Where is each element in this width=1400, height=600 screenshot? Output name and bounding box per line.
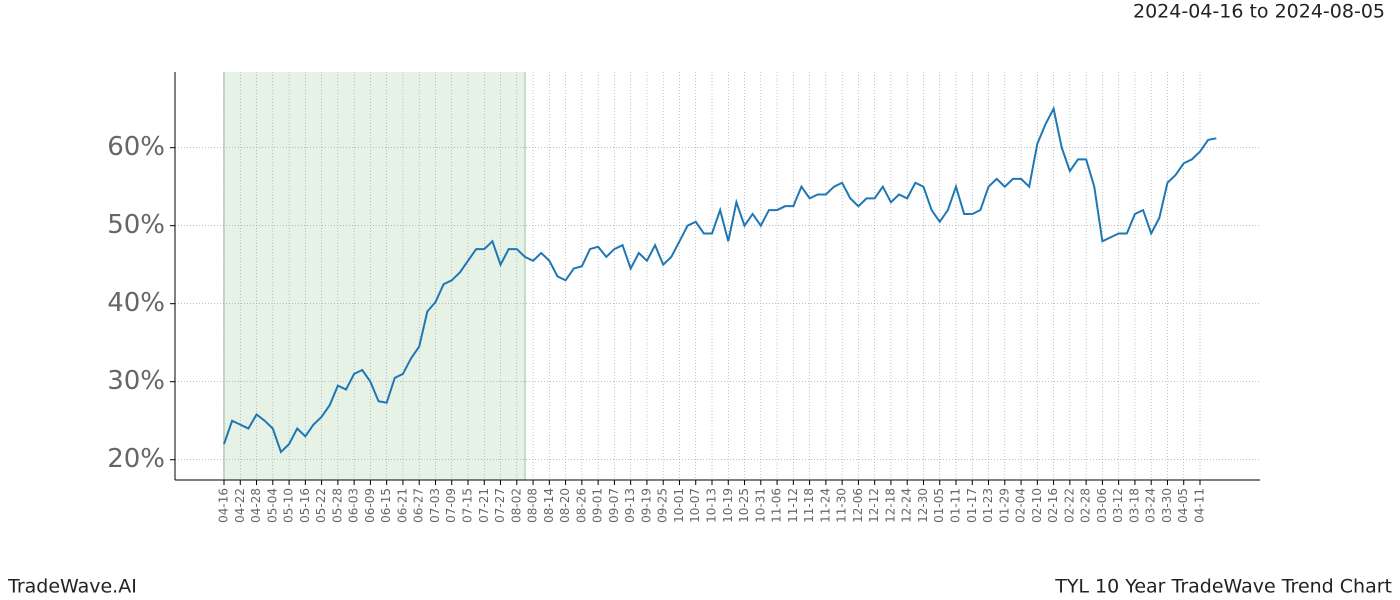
x-tick-label: 01-05 (932, 488, 946, 523)
x-tick-label: 06-21 (395, 488, 409, 523)
x-tick-label: 10-13 (705, 488, 719, 523)
x-tick-label: 01-29 (997, 488, 1011, 523)
x-tick-label: 06-15 (379, 488, 393, 523)
x-tick-label: 01-17 (965, 488, 979, 523)
brand: TradeWave.AI (7, 576, 137, 598)
x-tick-label: 09-25 (656, 488, 670, 523)
x-tick-label: 10-31 (753, 488, 767, 523)
x-tick-label: 09-07 (607, 488, 621, 523)
x-tick-label: 03-18 (1127, 488, 1141, 523)
x-tick-label: 02-16 (1046, 488, 1060, 523)
x-tick-label: 12-30 (916, 488, 930, 523)
x-tick-label: 04-22 (233, 488, 247, 523)
x-tick-label: 10-01 (672, 488, 686, 523)
x-tick-label: 04-16 (217, 488, 231, 523)
x-tick-label: 08-02 (509, 488, 523, 523)
x-tick-label: 11-06 (770, 488, 784, 523)
x-tick-label: 04-28 (249, 488, 263, 523)
trend-line (223, 105, 1217, 454)
x-tick-label: 10-19 (721, 488, 735, 523)
x-tick-label: 03-12 (1111, 488, 1125, 523)
x-tick-label: 08-14 (542, 488, 556, 523)
x-tick-label: 10-07 (688, 488, 702, 523)
date-range: 2024-04-16 to 2024-08-05 (1133, 1, 1385, 23)
y-tick-label: 40% (107, 288, 165, 318)
x-tick-label: 03-24 (1144, 488, 1158, 523)
x-tick-label: 02-28 (1079, 488, 1093, 523)
x-tick-label: 09-19 (639, 488, 653, 523)
x-tick-label: 07-15 (461, 488, 475, 523)
x-tick-label: 11-12 (786, 488, 800, 523)
x-tick-label: 06-09 (363, 488, 377, 523)
y-tick-label: 20% (107, 444, 165, 474)
x-tick-label: 09-13 (623, 488, 637, 523)
x-tick-label: 05-22 (314, 488, 328, 523)
x-tick-label: 12-18 (883, 488, 897, 523)
x-tick-label: 07-09 (444, 488, 458, 523)
x-tick-label: 11-18 (802, 488, 816, 523)
x-tick-label: 10-25 (737, 488, 751, 523)
x-tick-label: 05-28 (330, 488, 344, 523)
x-tick-label: 03-06 (1095, 488, 1109, 523)
x-tick-label: 07-03 (428, 488, 442, 523)
x-tick-label: 09-01 (591, 488, 605, 523)
x-tick-label: 01-23 (981, 488, 995, 523)
x-tick-label: 06-27 (412, 488, 426, 523)
x-tick-label: 02-22 (1062, 488, 1076, 523)
x-tick-label: 07-27 (493, 488, 507, 523)
y-tick-label: 30% (107, 366, 165, 396)
x-tick-label: 02-10 (1030, 488, 1044, 523)
x-tick-label: 11-30 (835, 488, 849, 523)
x-tick-label: 02-04 (1014, 488, 1028, 523)
x-tick-label: 07-21 (477, 488, 491, 523)
y-tick-label: 60% (107, 132, 165, 162)
x-tick-label: 05-16 (298, 488, 312, 523)
x-tick-label: 01-11 (949, 488, 963, 523)
x-tick-label: 11-24 (818, 488, 832, 523)
chart-title: TYL 10 Year TradeWave Trend Chart (1054, 576, 1392, 598)
x-tick-label: 05-10 (282, 488, 296, 523)
x-tick-label: 04-05 (1176, 488, 1190, 523)
y-tick-label: 50% (107, 210, 165, 240)
x-tick-label: 12-06 (851, 488, 865, 523)
highlight-band (224, 72, 525, 480)
x-tick-label: 08-20 (558, 488, 572, 523)
x-tick-label: 08-08 (526, 488, 540, 523)
x-tick-label: 08-26 (574, 488, 588, 523)
x-tick-label: 04-11 (1193, 488, 1207, 523)
x-tick-label: 06-03 (347, 488, 361, 523)
x-tick-label: 12-12 (867, 488, 881, 523)
x-tick-label: 12-24 (900, 488, 914, 523)
x-tick-label: 05-04 (265, 488, 279, 523)
x-tick-label: 03-30 (1160, 488, 1174, 523)
